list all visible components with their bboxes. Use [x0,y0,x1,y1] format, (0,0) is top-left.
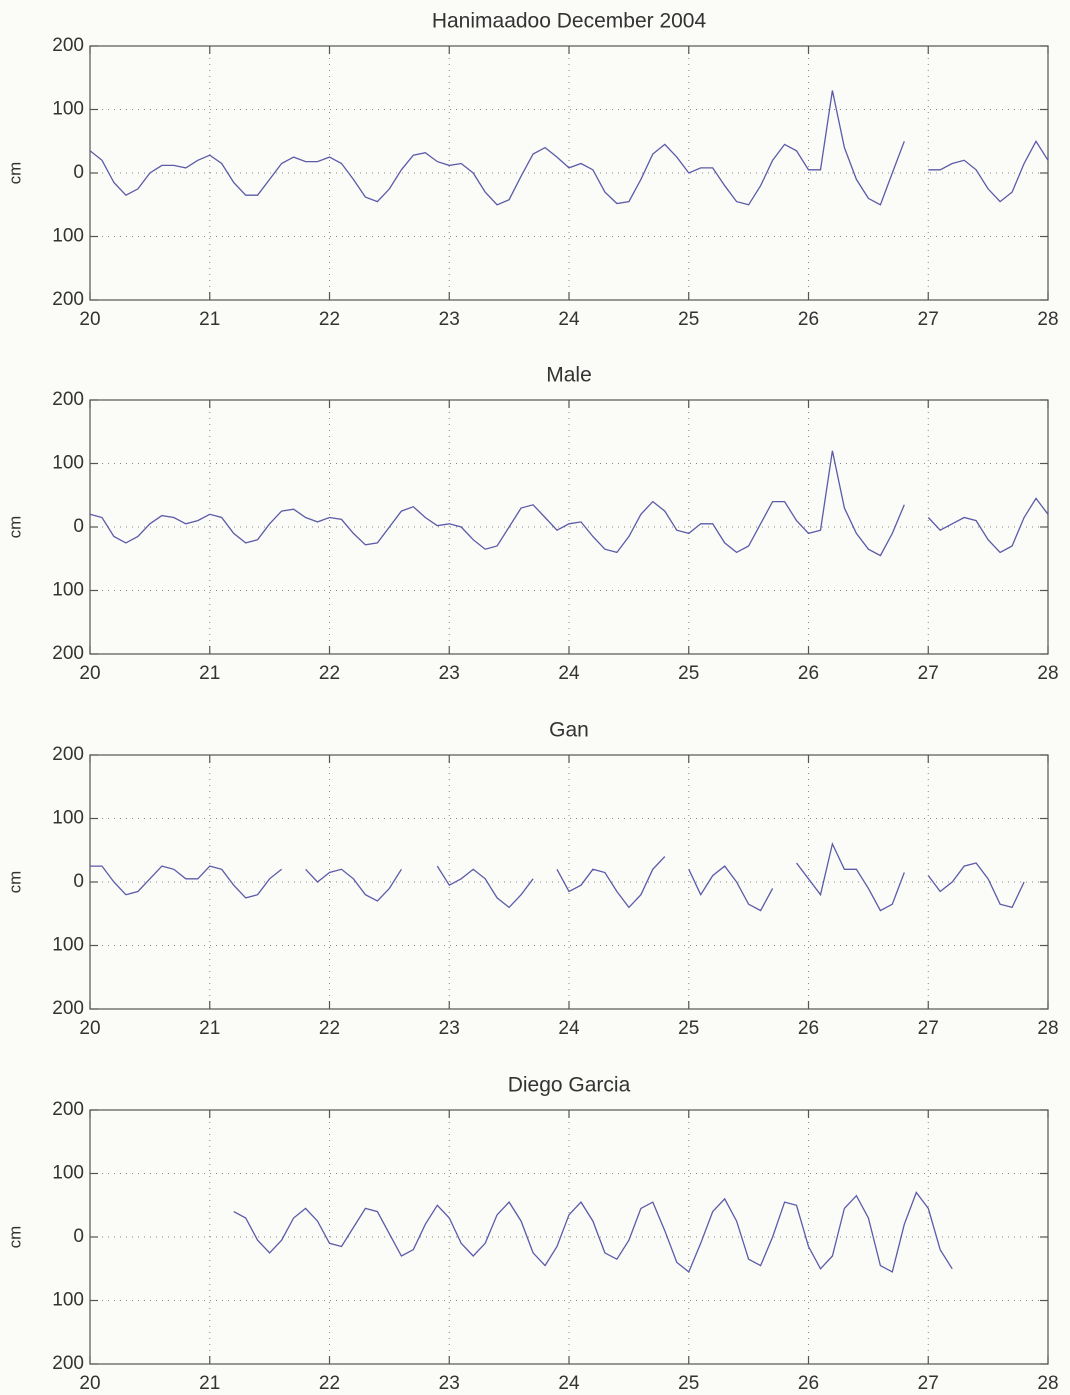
x-tick-label: 26 [798,309,819,330]
y-tick-label: 200 [52,643,84,664]
y-tick-label: 0 [73,516,84,537]
x-tick-label: 28 [1037,1018,1058,1039]
x-tick-label: 28 [1037,663,1058,684]
data-line [233,1191,953,1273]
plot-frame [89,399,1049,655]
x-tick-label: 24 [558,1373,580,1394]
x-tick-label: 27 [918,1373,939,1394]
x-tick-label: 20 [79,309,100,330]
x-tick-label: 25 [678,309,699,330]
x-tick-label: 25 [678,663,699,684]
x-tick-label: 25 [678,1018,699,1039]
y-tick-label: 100 [52,453,84,474]
y-tick-label: 100 [52,226,84,247]
x-tick-label: 26 [798,1018,819,1039]
y-tick-label: 100 [52,1163,84,1184]
plot-frame [89,1109,1049,1365]
x-tick-label: 22 [319,663,340,684]
y-axis-label: cm [5,516,24,539]
data-line [90,844,1048,911]
y-tick-label: 200 [52,389,84,410]
x-tick-label: 27 [918,663,939,684]
x-tick-label: 25 [678,1373,699,1394]
y-tick-label: 100 [52,935,84,956]
x-tick-label: 26 [798,1373,819,1394]
chart-title: Male [546,364,592,387]
x-tick-label: 22 [319,1018,340,1039]
y-tick-label: 200 [52,1353,84,1374]
y-tick-label: 200 [52,1099,84,1120]
x-tick-label: 20 [79,1373,100,1394]
y-tick-label: 200 [52,744,84,765]
data-line [89,450,1049,557]
plot-frame [89,754,1049,1010]
x-tick-label: 21 [199,663,220,684]
x-tick-label: 26 [798,663,819,684]
y-tick-label: 0 [73,162,84,183]
x-tick-label: 24 [558,1018,580,1039]
y-axis-label: cm [5,162,24,185]
y-tick-label: 0 [73,1226,84,1247]
x-tick-label: 23 [439,1018,460,1039]
y-tick-label: 200 [52,998,84,1019]
chart-title: Hanimaadoo December 2004 [432,10,707,33]
x-tick-label: 21 [199,1373,220,1394]
x-tick-label: 24 [558,309,580,330]
y-axis-label: cm [5,871,24,894]
y-tick-label: 200 [52,35,84,56]
y-tick-label: 100 [52,580,84,601]
data-line [89,90,1049,206]
plot-frame [89,45,1049,301]
y-tick-label: 100 [52,808,84,829]
x-tick-label: 24 [558,663,580,684]
x-tick-label: 27 [918,309,939,330]
x-tick-label: 23 [439,663,460,684]
y-tick-label: 200 [52,289,84,310]
chart-title: Diego Garcia [508,1074,631,1097]
chart-title: Gan [549,719,589,742]
y-tick-label: 100 [52,1290,84,1311]
x-tick-label: 20 [79,1018,100,1039]
x-tick-label: 28 [1037,309,1058,330]
x-tick-label: 22 [319,1373,340,1394]
x-tick-label: 23 [439,309,460,330]
y-tick-label: 100 [52,99,84,120]
x-tick-label: 28 [1037,1373,1058,1394]
x-tick-label: 21 [199,309,220,330]
x-tick-label: 27 [918,1018,939,1039]
x-tick-label: 20 [79,663,100,684]
x-tick-label: 23 [439,1373,460,1394]
x-tick-label: 22 [319,309,340,330]
y-tick-label: 0 [73,871,84,892]
y-axis-label: cm [5,1226,24,1249]
x-tick-label: 21 [199,1018,220,1039]
